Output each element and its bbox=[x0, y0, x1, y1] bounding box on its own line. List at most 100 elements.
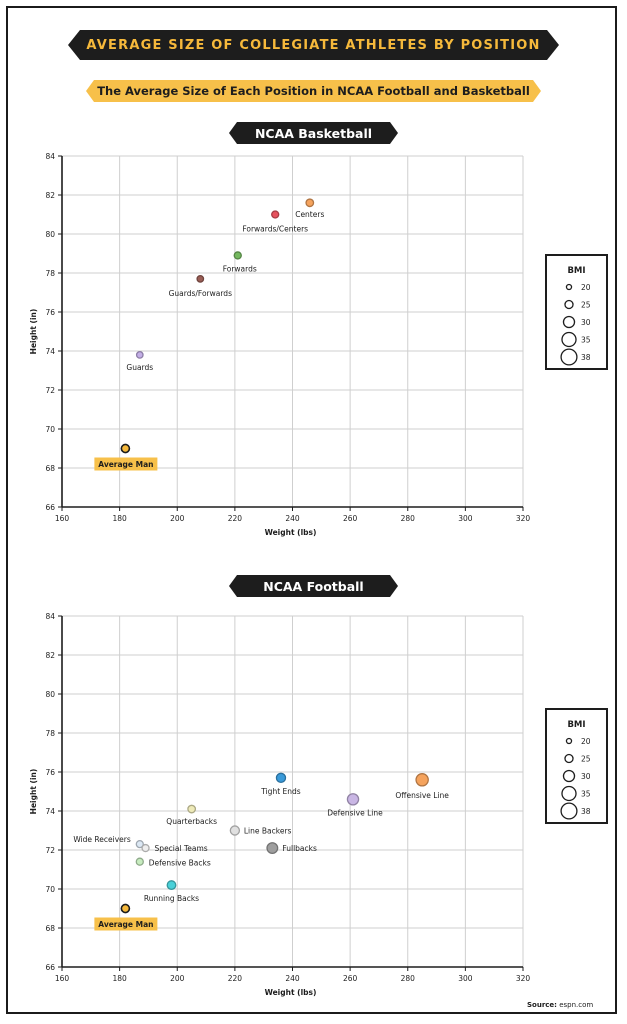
x-tick-label: 180 bbox=[112, 974, 127, 983]
bmi-legend-circle bbox=[561, 785, 577, 802]
source-label: Source: bbox=[527, 1001, 557, 1009]
x-tick-label: 300 bbox=[458, 514, 473, 523]
subtitle: The Average Size of Each Position in NCA… bbox=[97, 84, 530, 98]
bmi-legend-items: 20 25 30 35 38 bbox=[560, 283, 591, 366]
x-tick-label: 320 bbox=[516, 974, 531, 983]
point-marker-average-man bbox=[120, 903, 131, 914]
source-note: Source: espn.com bbox=[527, 1001, 593, 1009]
y-axis-label: Height (in) bbox=[29, 309, 38, 355]
y-tick-label: 72 bbox=[45, 386, 55, 395]
point-label-forwards-centers: Forwards/Centers bbox=[242, 225, 308, 234]
x-tick-label: 260 bbox=[343, 514, 358, 523]
bmi-legend-label: 35 bbox=[581, 336, 591, 345]
x-tick-label: 180 bbox=[112, 514, 127, 523]
y-tick-label: 80 bbox=[45, 690, 55, 699]
point-marker-average-man bbox=[120, 443, 131, 454]
y-tick-label: 74 bbox=[45, 347, 55, 356]
point-marker-defensive-backs bbox=[135, 857, 144, 866]
bmi-legend-football: BMI 20 25 30 35 38 bbox=[545, 708, 608, 824]
bmi-legend-circle bbox=[562, 769, 576, 783]
y-tick-label: 82 bbox=[45, 651, 55, 660]
y-tick-label: 80 bbox=[45, 230, 55, 239]
data-point-guards-forwards: Guards/Forwards bbox=[169, 274, 232, 298]
point-marker-offensive-line bbox=[415, 773, 429, 787]
grid-lines bbox=[61, 155, 524, 508]
x-tick-label: 160 bbox=[55, 514, 70, 523]
y-tick-label: 68 bbox=[45, 924, 55, 933]
source-value: espn.com bbox=[559, 1001, 594, 1009]
x-tick-label: 260 bbox=[343, 974, 358, 983]
basketball-chart-title-banner: NCAA Basketball bbox=[229, 122, 398, 144]
point-marker-wide-receivers bbox=[135, 839, 144, 849]
point-marker-special-teams bbox=[141, 843, 150, 853]
x-tick-label: 280 bbox=[401, 974, 416, 983]
y-tick-label: 82 bbox=[45, 191, 55, 200]
point-label-forwards: Forwards bbox=[223, 264, 257, 273]
football-chart-title-banner: NCAA Football bbox=[229, 575, 398, 597]
point-label-wide-receivers: Wide Receivers bbox=[73, 835, 131, 844]
data-point-fullbacks: Fullbacks bbox=[266, 842, 317, 855]
point-marker-fullbacks bbox=[266, 842, 279, 855]
y-tick-label: 66 bbox=[45, 503, 55, 512]
bmi-legend-label: 25 bbox=[581, 301, 591, 310]
bmi-legend-title: BMI bbox=[567, 266, 586, 276]
point-marker-quarterbacks bbox=[187, 804, 197, 814]
x-tick-label: 220 bbox=[228, 514, 243, 523]
data-point-running-backs: Running Backs bbox=[144, 880, 199, 903]
point-label-centers: Centers bbox=[295, 210, 324, 219]
point-marker-tight-ends bbox=[275, 772, 287, 784]
point-label-average-man: Average Man bbox=[98, 460, 153, 469]
y-tick-label: 68 bbox=[45, 464, 55, 473]
data-point-average-man: Average Man bbox=[94, 903, 158, 931]
y-tick-label: 70 bbox=[45, 885, 55, 894]
bmi-legend-label: 38 bbox=[581, 353, 591, 362]
x-tick-label: 240 bbox=[285, 974, 300, 983]
x-tick-label: 200 bbox=[170, 514, 185, 523]
bmi-legend-circle bbox=[560, 348, 578, 366]
y-tick-label: 84 bbox=[45, 612, 55, 621]
y-tick-label: 74 bbox=[45, 807, 55, 816]
bmi-legend-label: 35 bbox=[581, 790, 591, 799]
bmi-legend-items: 20 25 30 35 38 bbox=[560, 737, 591, 820]
point-label-quarterbacks: Quarterbacks bbox=[166, 817, 217, 826]
point-label-special-teams: Special Teams bbox=[155, 844, 208, 853]
y-tick-label: 76 bbox=[45, 768, 55, 777]
data-point-defensive-backs: Defensive Backs bbox=[135, 857, 211, 868]
point-label-fullbacks: Fullbacks bbox=[282, 844, 317, 853]
bmi-legend-circle bbox=[564, 753, 574, 764]
point-label-average-man: Average Man bbox=[98, 920, 153, 929]
y-tick-label: 78 bbox=[45, 269, 55, 278]
main-title: AVERAGE SIZE OF COLLEGIATE ATHLETES BY P… bbox=[86, 37, 541, 53]
point-marker-line-backers bbox=[229, 825, 241, 836]
bmi-legend-circle bbox=[565, 737, 573, 745]
data-point-forwards-centers: Forwards/Centers bbox=[242, 210, 308, 234]
point-marker-centers bbox=[305, 198, 315, 208]
point-label-guards: Guards bbox=[126, 363, 153, 372]
point-marker-forwards bbox=[233, 251, 242, 260]
average-man-label-bg bbox=[94, 917, 158, 931]
point-marker-guards-forwards bbox=[196, 274, 205, 283]
data-point-average-man: Average Man bbox=[94, 443, 158, 471]
point-marker-defensive-line bbox=[346, 793, 360, 806]
data-point-special-teams: Special Teams bbox=[141, 843, 208, 853]
y-tick-label: 70 bbox=[45, 425, 55, 434]
data-point-forwards: Forwards bbox=[223, 251, 257, 273]
bmi-legend-circle bbox=[564, 299, 574, 310]
y-tick-label: 84 bbox=[45, 152, 55, 161]
data-point-guards: Guards bbox=[126, 351, 153, 372]
bmi-legend-label: 20 bbox=[581, 283, 591, 292]
point-label-tight-ends: Tight Ends bbox=[260, 787, 301, 796]
x-tick-label: 320 bbox=[516, 514, 531, 523]
x-tick-label: 200 bbox=[170, 974, 185, 983]
point-marker-guards bbox=[135, 351, 144, 359]
point-label-defensive-backs: Defensive Backs bbox=[149, 859, 211, 868]
point-label-defensive-line: Defensive Line bbox=[327, 808, 383, 817]
data-point-quarterbacks: Quarterbacks bbox=[166, 804, 217, 826]
x-tick-label: 300 bbox=[458, 974, 473, 983]
bmi-legend-title: BMI bbox=[567, 720, 586, 730]
bmi-legend-label: 20 bbox=[581, 737, 591, 746]
bmi-legend-label: 30 bbox=[581, 772, 591, 781]
infographic-frame bbox=[6, 6, 617, 1014]
point-label-running-backs: Running Backs bbox=[144, 894, 199, 903]
x-tick-label: 240 bbox=[285, 514, 300, 523]
